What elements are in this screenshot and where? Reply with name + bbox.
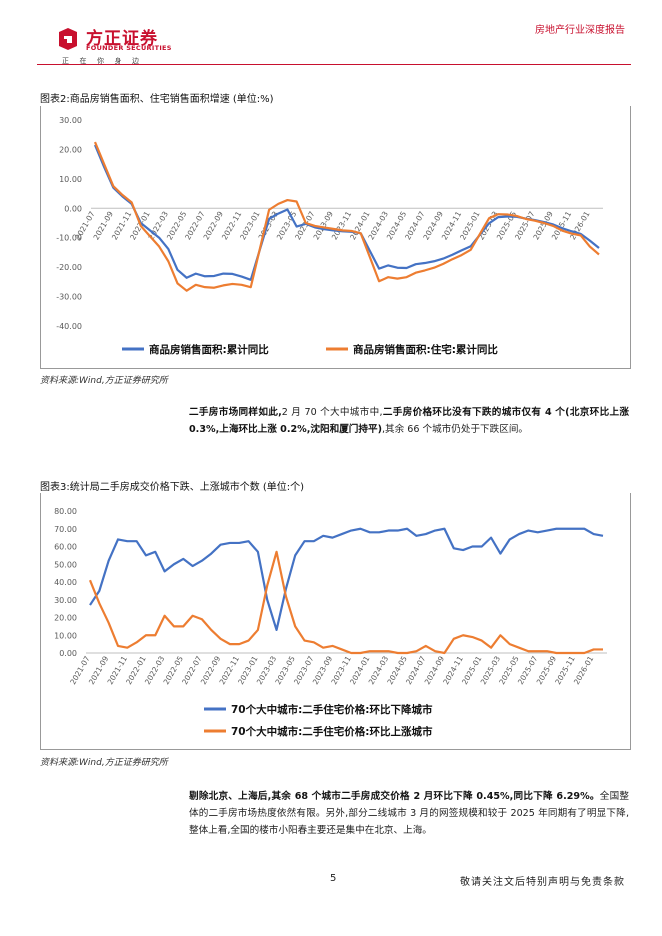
chart2-y-tick-label: 60.00	[54, 543, 77, 552]
chart1-y-tick-label: 20.00	[59, 145, 82, 154]
report-type: 房地产行业深度报告	[535, 25, 625, 36]
paragraph-1-bold-1: 二手房市场同样如此,	[189, 407, 282, 418]
logo-name: 方正证券	[86, 29, 158, 49]
paragraph-1-bold-2: 二手房价格环比没有下跌的城市仅有 4 个(北京环比上涨 0.3%,上海环比上涨 …	[189, 407, 629, 435]
chart1-y-tick-label: -30.00	[56, 293, 82, 302]
paragraph-1-text-1: 2 月 70 个大中城市中,	[281, 407, 383, 418]
figure3-chart: 80.00 70.00 60.00 50.00 40.00 30.00 20.00 10.00…	[54, 507, 607, 738]
chart2-y-tick-label: 30.00	[54, 596, 77, 605]
chart1-series-2-line	[93, 141, 600, 292]
chart1-y-tick-label: -20.00	[56, 263, 82, 272]
chart2-series-2-line	[88, 550, 603, 655]
paragraph-2-text-1: 全国整体的二手房市场热度依然有限。另外,部分二线城市 3 月的网签规模和较于 2…	[189, 791, 630, 836]
chart2-y-tick-label: 20.00	[54, 614, 77, 623]
footer-disclaimer: 敬请关注文后特别声明与免责条款	[460, 877, 625, 888]
chart2-y-tick-label: 10.00	[54, 631, 77, 640]
chart1-y-tick-label: 30.00	[59, 116, 82, 125]
header-divider	[37, 64, 631, 65]
figure3-frame: 80.00 70.00 60.00 50.00 40.00 30.00 20.00 10.00…	[40, 493, 631, 750]
chart1-y-tick-label: 10.00	[59, 175, 82, 184]
page-number: 5	[330, 873, 337, 884]
paragraph-2-bold-1: 剔除北京、上海后,其余 68 个城市二手房成交价格 2 月环比下降 0.45%,…	[189, 791, 600, 802]
paragraph-2: 剔除北京、上海后,其余 68 个城市二手房成交价格 2 月环比下降 0.45%,…	[189, 788, 629, 839]
figure2-title: 图表2:商品房销售面积、住宅销售面积增速 (单位:%)	[40, 94, 274, 105]
figure2-source: 资料来源:Wind,方正证券研究所	[40, 376, 168, 386]
chart2-legend-label-2: 70个大中城市:二手住宅价格:环比上涨城市	[231, 725, 433, 738]
chart1-y-tick-label: 0.00	[64, 204, 82, 213]
chart2-legend-label-1: 70个大中城市:二手住宅价格:环比下降城市	[231, 703, 433, 716]
chart1-y-tick-label: -10.00	[56, 234, 82, 243]
paragraph-1-text-2: ,其余 66 个城市仍处于下跌区间。	[381, 424, 529, 435]
logo-slogan: 正在你身边	[62, 57, 150, 65]
figure3-title: 图表3:统计局二手房成交价格下跌、上涨城市个数 (单位:个)	[40, 482, 305, 493]
chart1-legend-label-2: 商品房销售面积:住宅:累计同比	[353, 343, 498, 356]
chart1-y-tick-label: -40.00	[56, 322, 82, 331]
chart2-y-tick-label: 80.00	[54, 507, 77, 516]
founder-logo-icon	[56, 27, 80, 51]
figure2-chart: 30.00 20.00 10.00 0.00 -10.00 -20.00 -30.00 -40…	[56, 116, 603, 356]
chart2-y-tick-label: 0.00	[59, 649, 77, 658]
figure2-frame: 30.00 20.00 10.00 0.00 -10.00 -20.00 -30.00 -40…	[40, 106, 631, 369]
chart2-y-tick-label: 40.00	[54, 578, 77, 587]
chart2-y-tick-label: 70.00	[54, 525, 77, 534]
figure3-source: 资料来源:Wind,方正证券研究所	[40, 758, 168, 768]
chart2-y-tick-label: 50.00	[54, 560, 77, 569]
logo-english-name: FOUNDER SECURITIES	[86, 44, 172, 52]
chart1-legend-label-1: 商品房销售面积:累计同比	[149, 343, 269, 356]
chart2-series-1-line	[89, 527, 604, 632]
paragraph-1: 二手房市场同样如此,2 月 70 个大中城市中,二手房价格环比没有下跌的城市仅有…	[189, 404, 629, 438]
